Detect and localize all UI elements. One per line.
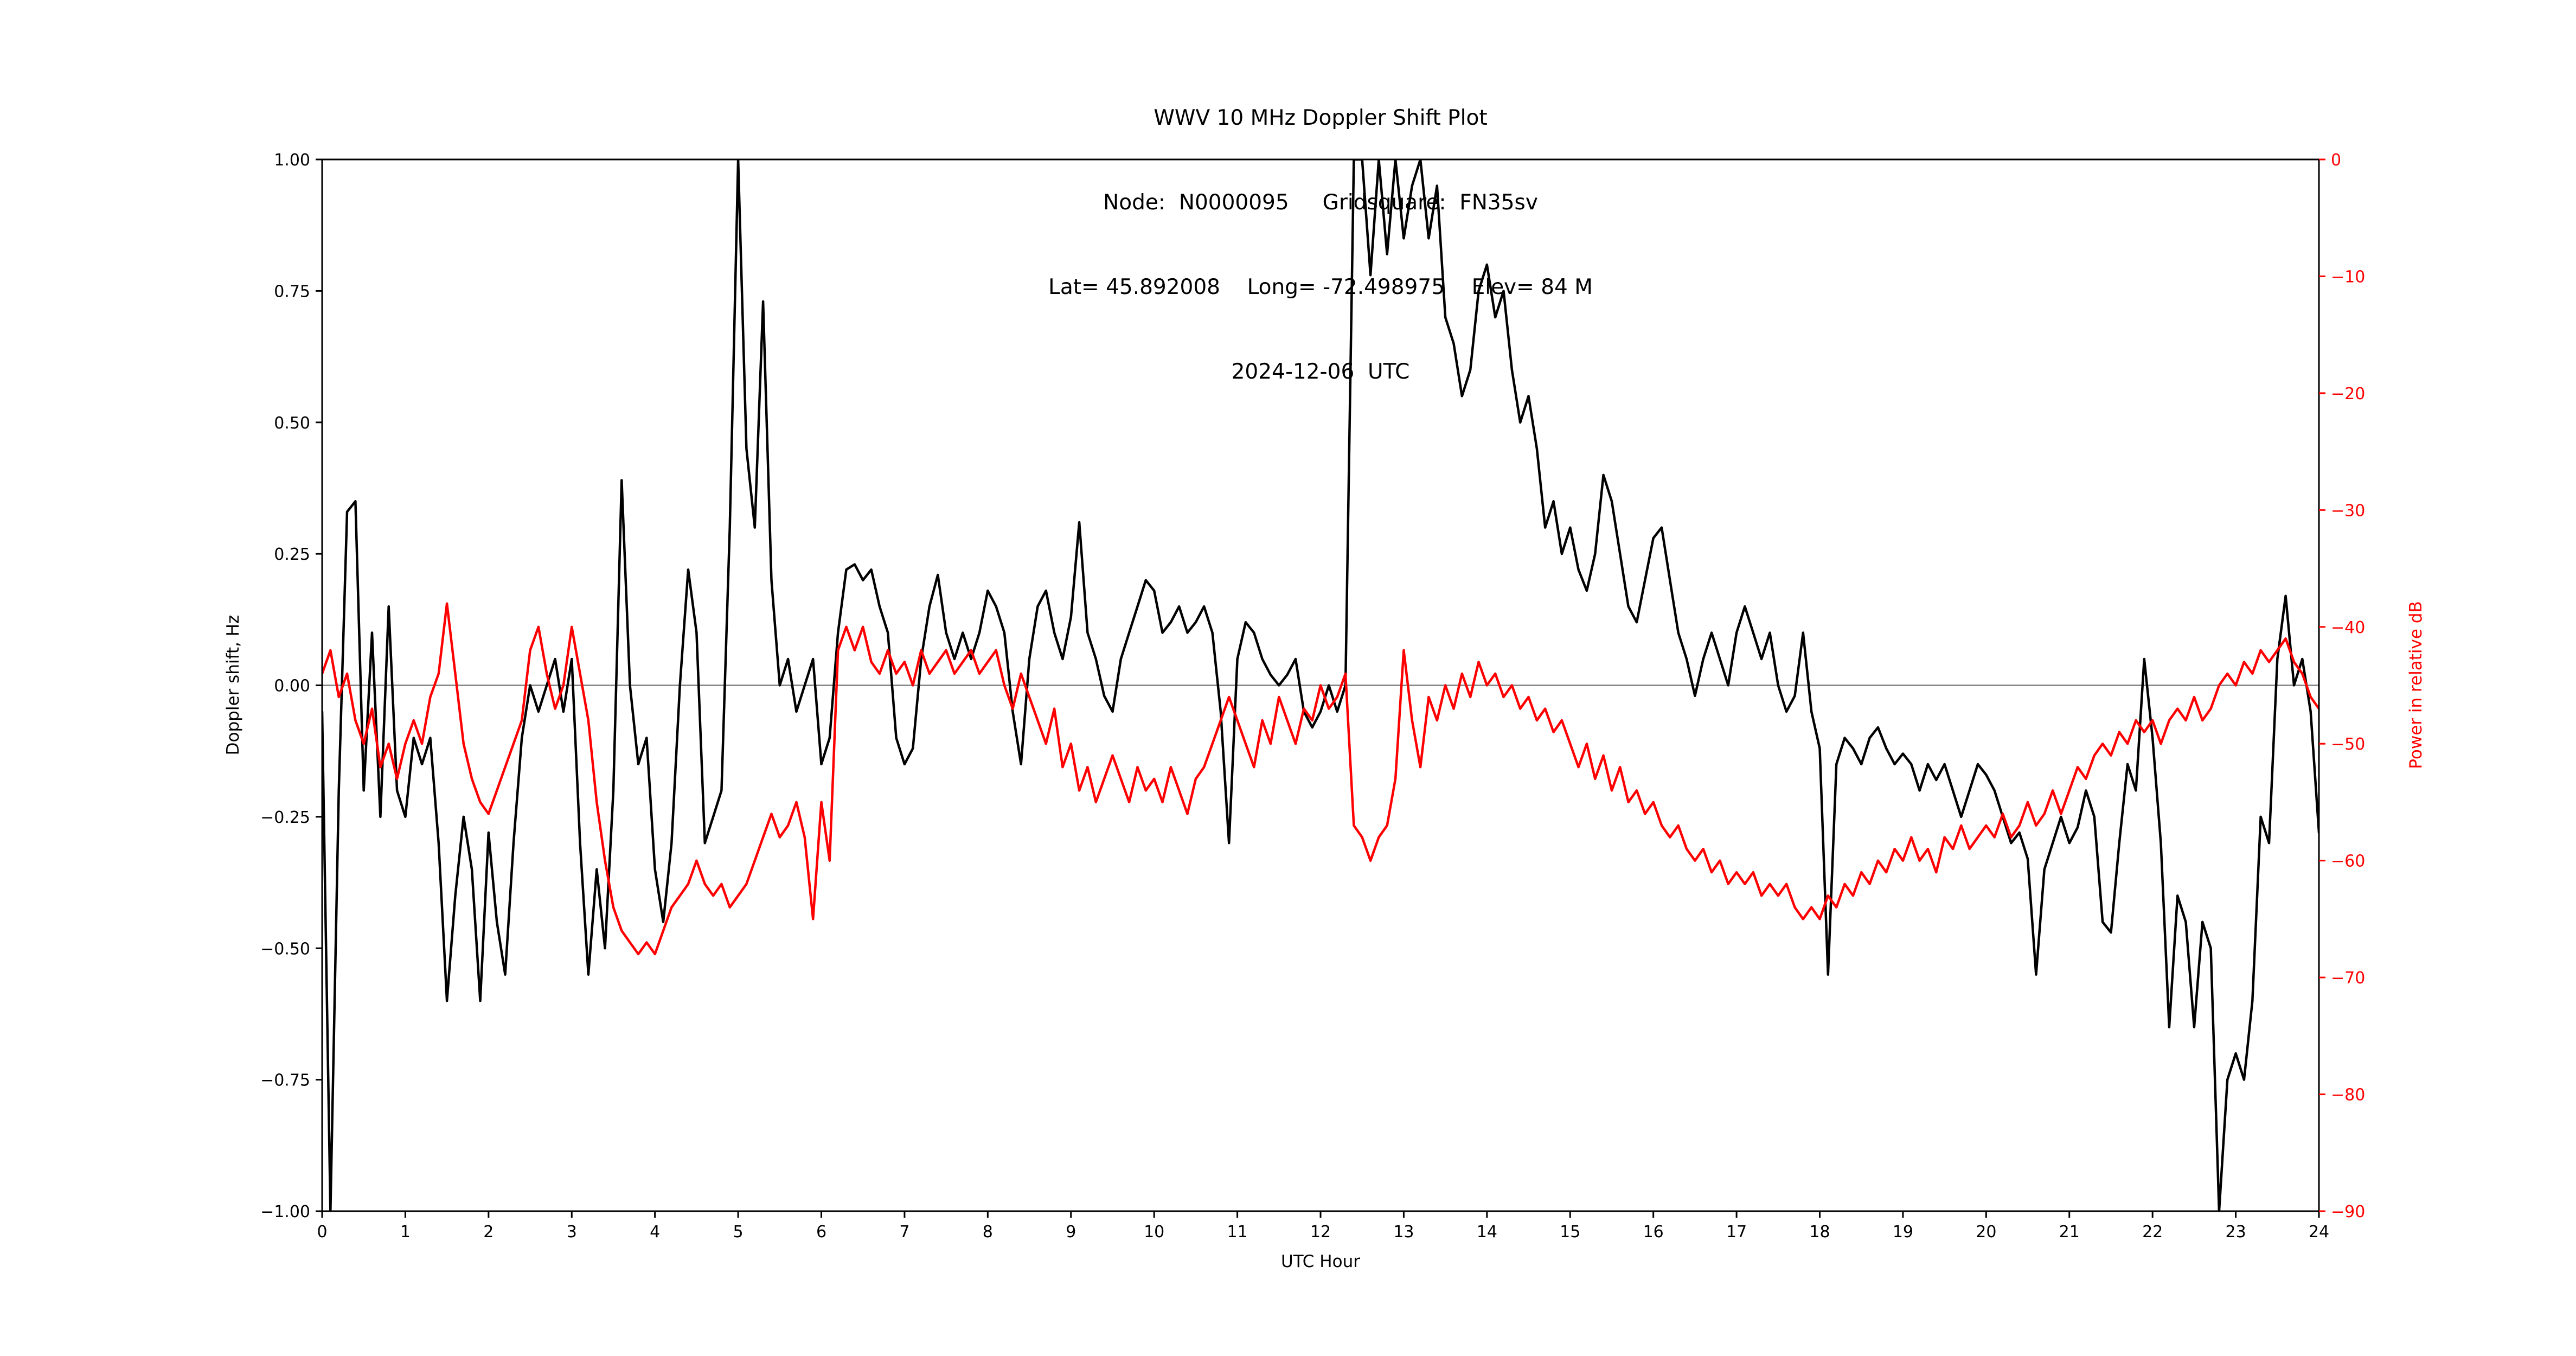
y-left-tick-label: 0.75: [274, 282, 310, 301]
power-line: [322, 602, 2319, 956]
y-axis-label-left: Doppler shift, Hz: [223, 615, 243, 756]
x-tick-label: 3: [567, 1223, 577, 1242]
x-tick-label: 9: [1066, 1223, 1076, 1242]
y-right-tick-label: −90: [2331, 1203, 2365, 1221]
y-left-tick-label: −0.75: [260, 1071, 310, 1090]
x-tick-label: 13: [1393, 1223, 1414, 1242]
y-right-tick-label: −70: [2331, 969, 2365, 988]
y-left-tick-label: −0.25: [260, 808, 310, 827]
x-tick-label: 5: [733, 1223, 744, 1242]
x-tick-label: 19: [1893, 1223, 1913, 1242]
chart-title-block: WWV 10 MHz Doppler Shift Plot Node: N000…: [322, 48, 2319, 443]
y-left-tick-label: −1.00: [260, 1203, 310, 1221]
chart-title: WWV 10 MHz Doppler Shift Plot: [1154, 106, 1488, 130]
chart-subtitle-date: 2024-12-06 UTC: [1231, 360, 1410, 384]
x-tick-label: 10: [1144, 1223, 1164, 1242]
x-tick-label: 7: [899, 1223, 909, 1242]
doppler-shift-line: [322, 159, 2319, 1211]
x-tick-label: 18: [1809, 1223, 1830, 1242]
x-tick-label: 4: [650, 1223, 660, 1242]
chart-subtitle-location: Lat= 45.892008 Long= -72.498975 Elev= 84…: [1048, 275, 1593, 299]
x-tick-label: 17: [1726, 1223, 1747, 1242]
chart-subtitle-node: Node: N0000095 Gridsquare: FN35sv: [1103, 190, 1538, 215]
y-left-tick-label: 1.00: [274, 151, 310, 170]
x-tick-label: 22: [2142, 1223, 2163, 1242]
y-left-tick-label: 0.50: [274, 414, 310, 433]
x-tick-label: 1: [400, 1223, 411, 1242]
y-axis-label-right: Power in relative dB: [2406, 601, 2426, 769]
x-tick-label: 23: [2225, 1223, 2246, 1242]
y-left-tick-label: 0.00: [274, 677, 310, 696]
y-right-tick-label: −10: [2331, 267, 2365, 286]
x-tick-label: 24: [2309, 1223, 2329, 1242]
x-tick-label: 12: [1310, 1223, 1331, 1242]
y-right-tick-label: −50: [2331, 735, 2365, 754]
y-right-tick-label: −80: [2331, 1086, 2365, 1105]
x-tick-label: 0: [317, 1223, 327, 1242]
y-right-tick-label: −20: [2331, 385, 2365, 404]
x-tick-label: 15: [1560, 1223, 1580, 1242]
x-tick-label: 2: [483, 1223, 494, 1242]
x-tick-label: 20: [1976, 1223, 1996, 1242]
x-tick-label: 16: [1643, 1223, 1664, 1242]
x-tick-label: 21: [2059, 1223, 2080, 1242]
y-right-tick-label: −30: [2331, 501, 2365, 520]
y-left-tick-label: 0.25: [274, 545, 310, 564]
x-tick-label: 14: [1477, 1223, 1497, 1242]
x-tick-label: 11: [1227, 1223, 1247, 1242]
y-left-tick-label: −0.50: [260, 939, 310, 958]
x-axis-label: UTC Hour: [1281, 1252, 1360, 1271]
y-right-tick-label: −40: [2331, 618, 2365, 637]
y-right-tick-label: 0: [2331, 151, 2341, 170]
x-tick-label: 6: [816, 1223, 826, 1242]
y-right-tick-label: −60: [2331, 852, 2365, 871]
x-tick-label: 8: [983, 1223, 993, 1242]
